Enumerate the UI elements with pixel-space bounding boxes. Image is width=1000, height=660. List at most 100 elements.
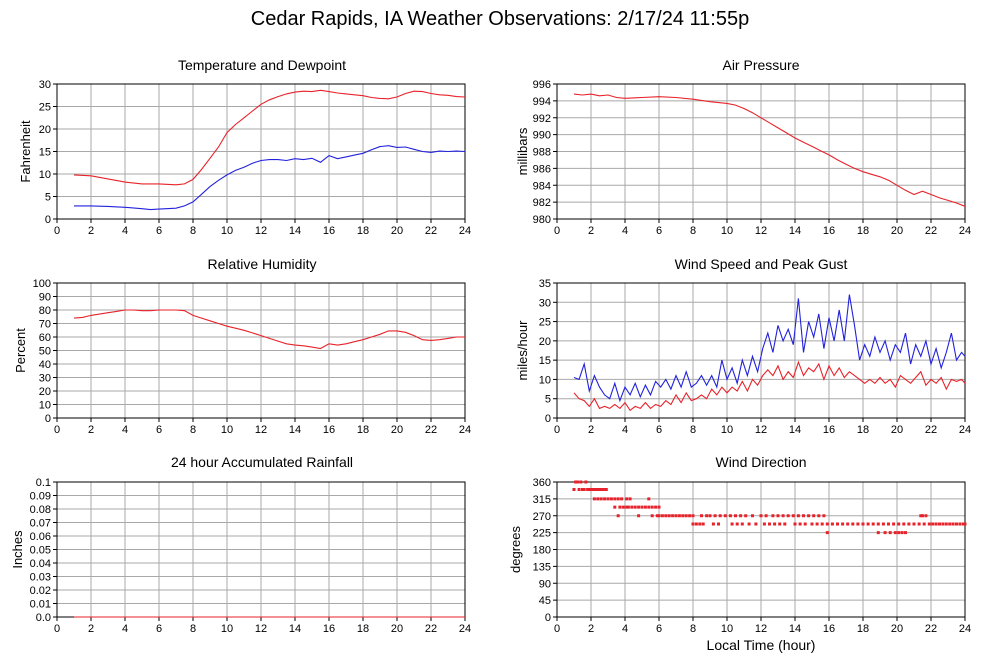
x-tick-label: 0 [54,623,60,635]
direction-point [586,488,590,491]
direction-point [856,522,860,526]
direction-point [762,522,766,526]
y-tick-label: 70 [39,319,51,331]
x-tick-label: 22 [925,225,937,237]
direction-point [825,522,829,526]
x-tick-label: 20 [391,623,403,635]
y-tick-label: 988 [533,147,551,159]
direction-point [684,514,688,518]
direction-point [924,514,928,518]
y-tick-label: 180 [533,545,551,557]
direction-point [866,522,870,526]
direction-point [598,488,601,491]
direction-point [713,514,717,518]
y-tick-label: 225 [533,528,551,540]
direction-point [643,505,647,509]
x-tick-label: 24 [959,225,971,237]
y-tick-label: 980 [533,214,551,226]
x-tick-label: 14 [289,225,301,237]
direction-point [592,488,596,491]
direction-point [892,522,896,526]
y-tick-label: 25 [539,317,551,329]
y-tick-label: 25 [39,102,51,114]
y-tick-label: 982 [533,197,551,209]
direction-point [871,522,875,526]
chart-title: Wind Speed and Peak Gust [675,256,848,272]
direction-point [919,514,923,518]
direction-point [620,497,624,501]
x-tick-label: 6 [156,424,162,436]
direction-point [786,514,790,518]
x-tick-label: 10 [221,225,233,237]
direction-point [958,522,962,526]
x-tick-label: 22 [425,623,437,635]
chart-title: Air Pressure [722,57,799,73]
direction-point [691,522,695,526]
y-tick-label: 0 [545,413,551,425]
direction-point [951,522,955,526]
x-tick-label: 18 [357,225,369,237]
red-series-line [573,360,966,412]
direction-point [599,488,603,491]
x-tick-label: 24 [459,623,471,635]
x-tick-label: 12 [255,225,267,237]
direction-point [881,522,885,526]
direction-point [771,514,775,518]
x-tick-label: 10 [721,623,733,635]
red-series-line [73,309,465,350]
y-tick-label: 0.07 [30,518,51,530]
y-tick-label: 10 [39,169,51,181]
x-tick-label: 20 [391,225,403,237]
direction-point [613,497,617,501]
direction-point [599,497,603,501]
x-tick-label: 22 [425,424,437,436]
direction-point [589,488,593,491]
direction-point [628,497,632,501]
direction-point [604,488,608,491]
direction-point [581,488,584,491]
chart-title: Temperature and Dewpoint [178,57,346,73]
direction-point [796,514,800,518]
x-tick-label: 4 [122,225,128,237]
y-tick-label: 15 [539,355,551,367]
direction-point [783,522,787,526]
y-tick-label: 40 [39,359,51,371]
blue-series-line [573,294,966,403]
direction-point [927,522,931,526]
y-tick-label: 992 [533,113,551,125]
direction-point [836,522,839,526]
y-tick-label: 90 [39,292,51,304]
direction-point [582,488,586,491]
x-tick-label: 24 [959,424,971,436]
x-tick-label: 8 [690,225,696,237]
y-tick-label: 100 [33,278,51,290]
red-series-line [73,89,466,186]
direction-point [740,522,744,526]
direction-point [574,480,578,484]
direction-point [938,522,941,526]
direction-point [637,505,641,509]
x-tick-label: 4 [122,623,128,635]
y-tick-label: 0.04 [30,558,51,570]
x-tick-label: 16 [323,623,335,635]
x-tick-label: 24 [459,424,471,436]
x-tick-label: 0 [554,424,560,436]
direction-point [667,514,671,518]
x-tick-label: 2 [588,623,594,635]
direction-point [718,514,722,518]
direction-point [603,488,607,491]
direction-point [664,514,668,518]
y-tick-label: 360 [533,477,551,489]
y-tick-label: 35 [539,278,551,290]
direction-point [657,505,661,509]
direction-point [897,522,901,526]
direction-point [655,514,659,518]
y-tick-label: 5 [545,394,551,406]
direction-point [591,488,595,491]
page-title: Cedar Rapids, IA Weather Observations: 2… [250,8,750,30]
direction-point [822,514,826,518]
direction-point [621,505,625,509]
